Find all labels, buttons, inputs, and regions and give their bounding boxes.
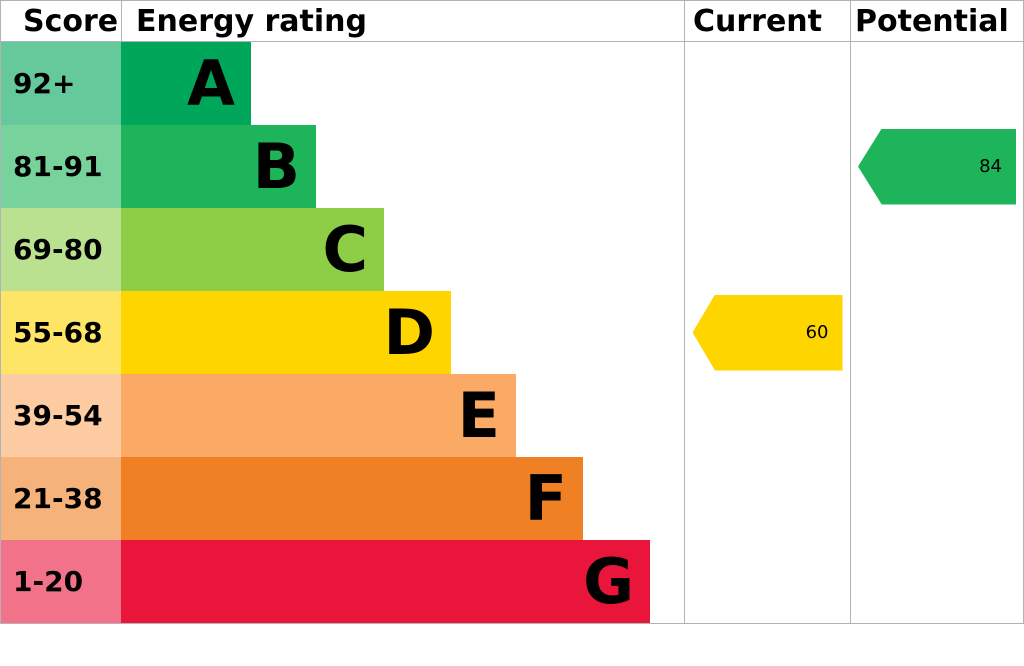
- potential-cell-c: [850, 208, 1023, 291]
- band-bar-e: E: [121, 374, 516, 457]
- band-bar-f: F: [121, 457, 583, 540]
- header-energy-rating: Energy rating: [121, 1, 684, 41]
- band-row-b: 81-91 B 84: [1, 125, 1023, 208]
- epc-rating-chart: Score Energy rating Current Potential 92…: [0, 0, 1024, 624]
- potential-cell-g: [850, 540, 1023, 623]
- current-cell-b: [684, 125, 850, 208]
- score-cell-f: 21-38: [1, 457, 121, 540]
- potential-rating-value: 84: [979, 156, 1002, 177]
- band-row-e: 39-54 E: [1, 374, 1023, 457]
- potential-cell-b: 84: [850, 125, 1023, 208]
- band-row-g: 1-20 G: [1, 540, 1023, 623]
- potential-cell-f: [850, 457, 1023, 540]
- band-bar-b: B: [121, 125, 316, 208]
- current-cell-g: [684, 540, 850, 623]
- band-bar-g: G: [121, 540, 650, 623]
- current-cell-c: [684, 208, 850, 291]
- band-letter-a: A: [187, 46, 235, 120]
- current-cell-a: [684, 42, 850, 125]
- current-cell-e: [684, 374, 850, 457]
- bottom-whitespace: [0, 624, 1024, 666]
- header-potential: Potential: [850, 1, 1023, 41]
- current-rating-value: 60: [805, 322, 829, 343]
- band-row-c: 69-80 C: [1, 208, 1023, 291]
- chart-header: Score Energy rating Current Potential: [1, 1, 1023, 42]
- score-range-label-f: 21-38: [13, 482, 103, 515]
- current-cell-f: [684, 457, 850, 540]
- score-range-label-d: 55-68: [13, 316, 103, 349]
- bar-cell-c: C: [121, 208, 684, 291]
- current-cell-d: 60: [684, 291, 850, 374]
- score-cell-g: 1-20: [1, 540, 121, 623]
- score-range-label-e: 39-54: [13, 399, 103, 432]
- score-range-label-g: 1-20: [13, 565, 84, 598]
- band-letter-c: C: [322, 212, 368, 286]
- potential-cell-e: [850, 374, 1023, 457]
- band-letter-g: G: [583, 544, 634, 618]
- bar-cell-f: F: [121, 457, 684, 540]
- score-cell-d: 55-68: [1, 291, 121, 374]
- band-letter-b: B: [252, 129, 300, 203]
- bar-cell-a: A: [121, 42, 684, 125]
- band-bar-a: A: [121, 42, 251, 125]
- score-cell-c: 69-80: [1, 208, 121, 291]
- band-letter-e: E: [457, 378, 500, 452]
- band-row-f: 21-38 F: [1, 457, 1023, 540]
- bar-cell-g: G: [121, 540, 684, 623]
- score-cell-e: 39-54: [1, 374, 121, 457]
- band-bar-d: D: [121, 291, 451, 374]
- score-range-label-c: 69-80: [13, 233, 103, 266]
- bar-cell-d: D: [121, 291, 684, 374]
- score-range-label-a: 92+: [13, 67, 76, 100]
- potential-cell-d: [850, 291, 1023, 374]
- current-rating-arrow: 60: [692, 294, 843, 371]
- bar-cell-b: B: [121, 125, 684, 208]
- header-current: Current: [684, 1, 850, 41]
- band-letter-f: F: [524, 461, 567, 535]
- band-row-d: 55-68 D 60: [1, 291, 1023, 374]
- score-cell-a: 92+: [1, 42, 121, 125]
- score-cell-b: 81-91: [1, 125, 121, 208]
- header-score: Score: [23, 3, 119, 39]
- band-bar-c: C: [121, 208, 384, 291]
- bar-cell-e: E: [121, 374, 684, 457]
- potential-cell-a: [850, 42, 1023, 125]
- band-row-a: 92+ A: [1, 42, 1023, 125]
- band-letter-d: D: [383, 295, 435, 369]
- score-range-label-b: 81-91: [13, 150, 103, 183]
- potential-rating-arrow: 84: [858, 128, 1016, 205]
